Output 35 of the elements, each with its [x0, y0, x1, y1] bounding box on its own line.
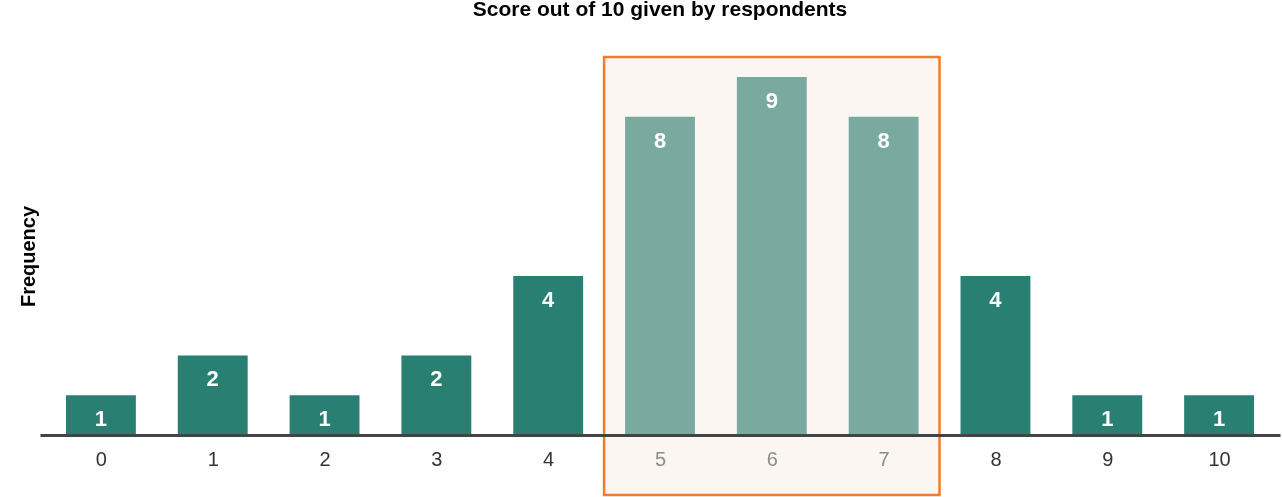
- data-label: 8: [877, 127, 890, 153]
- chart-title: Score out of 10 given by respondents: [472, 0, 848, 20]
- bar: [848, 116, 919, 435]
- x-tick-label: 9: [1102, 447, 1114, 470]
- data-label: 4: [542, 286, 556, 312]
- bar: [736, 77, 807, 435]
- bar: [625, 116, 695, 435]
- x-tick-label: 4: [543, 447, 555, 470]
- x-tick-label: 3: [431, 447, 443, 470]
- data-label: 8: [653, 127, 667, 153]
- data-label: 1: [1101, 406, 1114, 432]
- x-tick-label: 2: [319, 447, 331, 470]
- data-label: 1: [94, 406, 108, 432]
- bar: [513, 275, 584, 435]
- bar: [1184, 395, 1255, 435]
- x-tick-label: 0: [95, 447, 107, 470]
- x-tick-label: 8: [990, 447, 1002, 470]
- y-axis-title: Frequency: [16, 205, 39, 308]
- bar: [1072, 395, 1143, 435]
- bar: [177, 355, 248, 435]
- x-tick-label: 6: [766, 447, 778, 470]
- x-tick-label: 7: [878, 447, 890, 470]
- x-tick-label: 1: [207, 447, 219, 470]
- bar: [65, 395, 136, 435]
- data-label: 2: [206, 366, 219, 392]
- bar: [960, 275, 1031, 435]
- bar: [401, 355, 472, 435]
- data-label: 9: [765, 88, 778, 113]
- x-tick-label: 5: [654, 447, 667, 470]
- bar: [289, 395, 360, 435]
- data-label: 4: [989, 286, 1003, 312]
- x-tick-label: 10: [1208, 447, 1231, 470]
- data-label: 1: [318, 406, 331, 432]
- data-label: 2: [430, 366, 443, 392]
- data-label: 1: [1212, 406, 1226, 432]
